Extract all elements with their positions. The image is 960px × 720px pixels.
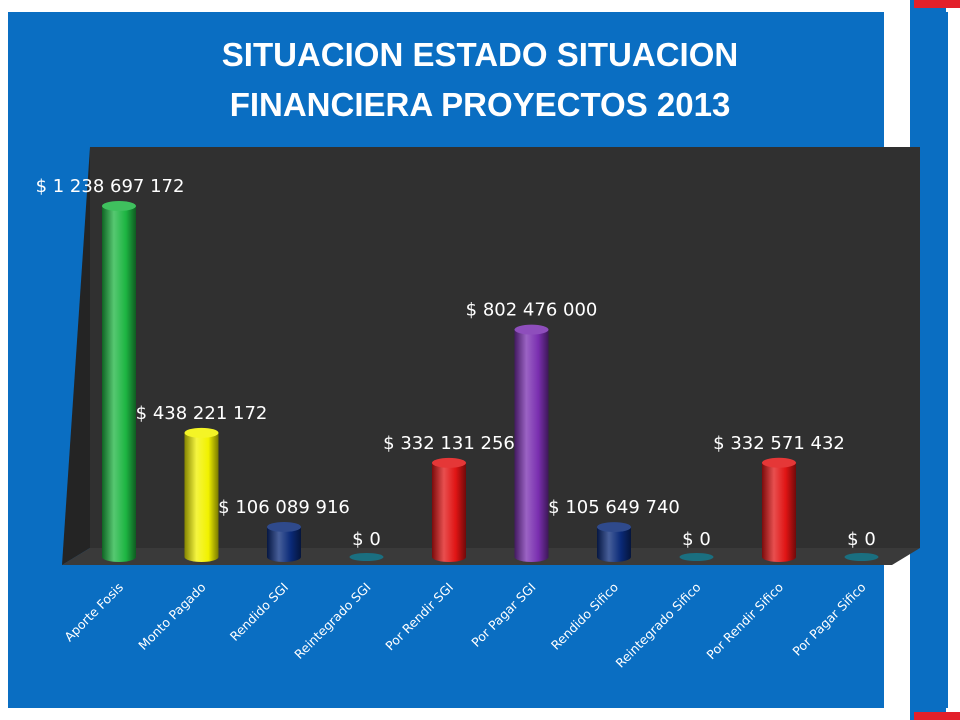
category-label: Por Rendir SGI bbox=[382, 580, 456, 654]
bar-body bbox=[597, 527, 631, 562]
category-label: Por Rendir Sifico bbox=[703, 580, 786, 663]
bar-por-pagar-sifico bbox=[844, 553, 879, 561]
bar-top bbox=[184, 427, 219, 438]
bar-body bbox=[267, 526, 301, 562]
edge-accent-bottom bbox=[914, 712, 960, 720]
bar-zero-disc bbox=[844, 553, 879, 561]
bar-body bbox=[432, 462, 466, 562]
bar-reintegrado-sgi bbox=[349, 553, 384, 561]
bar-por-rendir-sifico bbox=[762, 457, 796, 562]
bar-top bbox=[762, 457, 796, 468]
bar-monto-pagado bbox=[184, 427, 219, 562]
bar-zero-disc bbox=[679, 553, 714, 561]
value-label: $ 0 bbox=[682, 529, 711, 550]
bar-body bbox=[184, 432, 219, 562]
chart-side-wall bbox=[62, 147, 90, 565]
edge-accent-top bbox=[914, 0, 960, 8]
bar-body bbox=[514, 329, 549, 562]
bar-aporte-fosis bbox=[102, 201, 136, 562]
bar-top bbox=[514, 324, 549, 335]
bar-rendido-sifico bbox=[597, 522, 631, 562]
category-label: Monto Pagado bbox=[135, 580, 208, 653]
category-label: Reintegrado SGI bbox=[291, 580, 373, 662]
bar-top bbox=[102, 201, 136, 211]
chart-title: SITUACION ESTADO SITUACION FINANCIERA PR… bbox=[90, 30, 870, 130]
bar-body bbox=[762, 462, 796, 562]
category-label: Por Pagar SGI bbox=[468, 580, 538, 650]
bar-body bbox=[102, 206, 136, 562]
value-label: $ 0 bbox=[352, 529, 381, 550]
value-label: $ 332 571 432 bbox=[713, 433, 845, 454]
category-label: Reintegrado Sifico bbox=[612, 580, 703, 671]
bar-rendido-sgi bbox=[267, 521, 301, 562]
bar-top bbox=[267, 521, 301, 532]
value-label: $ 438 221 172 bbox=[136, 403, 268, 424]
chart-title-line2: FINANCIERA PROYECTOS 2013 bbox=[229, 86, 731, 123]
category-label: Por Pagar Sifico bbox=[789, 580, 868, 659]
bar-por-pagar-sgi bbox=[514, 324, 549, 562]
bar-reintegrado-sifico bbox=[679, 553, 714, 561]
category-label: Rendido Sifico bbox=[548, 580, 621, 653]
bar-top bbox=[432, 457, 466, 468]
value-label: $ 0 bbox=[847, 529, 876, 550]
value-label: $ 105 649 740 bbox=[548, 497, 680, 518]
bar-top bbox=[597, 522, 631, 533]
value-label: $ 802 476 000 bbox=[466, 300, 598, 321]
chart-title-line1: SITUACION ESTADO SITUACION bbox=[221, 36, 739, 73]
value-label: $ 1 238 697 172 bbox=[36, 176, 185, 197]
bar-zero-disc bbox=[349, 553, 384, 561]
value-label: $ 332 131 256 bbox=[383, 433, 515, 454]
bar-por-rendir-sgi bbox=[432, 457, 466, 562]
category-label: Aporte Fosis bbox=[61, 580, 126, 645]
category-label: Rendido SGI bbox=[227, 580, 291, 644]
value-label: $ 106 089 916 bbox=[218, 497, 350, 518]
